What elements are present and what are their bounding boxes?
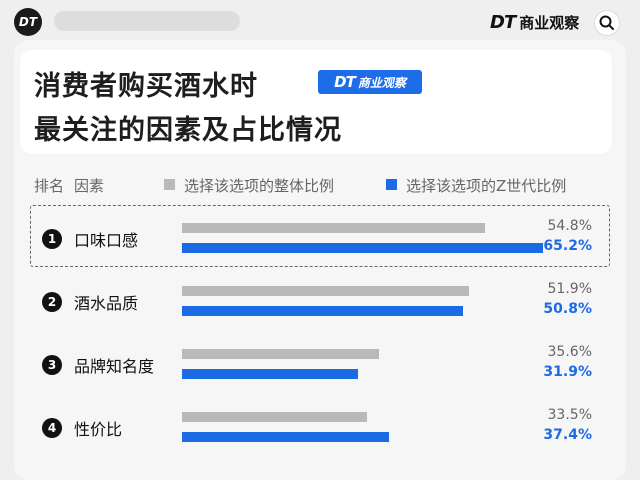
highlight-row-box — [30, 205, 610, 267]
bar-genz — [182, 369, 359, 379]
title-logo-mark: DT — [334, 73, 356, 91]
bar-overall — [182, 223, 486, 233]
rank-badge: 3 — [42, 355, 62, 375]
title-panel — [20, 50, 612, 154]
value-label-genz: 31.9% — [543, 364, 592, 380]
search-icon — [599, 15, 614, 30]
bar-genz — [182, 243, 543, 253]
category-label: 口味口感 — [74, 231, 139, 250]
category-label: 性价比 — [74, 420, 123, 439]
value-label-genz: 65.2% — [543, 238, 592, 254]
category-label: 品牌知名度 — [74, 357, 155, 376]
legend-swatch-overall — [164, 179, 175, 190]
value-label-overall: 35.6% — [547, 344, 592, 360]
bar-overall — [182, 412, 368, 422]
value-label-overall: 33.5% — [547, 407, 592, 423]
rank-badge: 1 — [42, 229, 62, 249]
bar-overall — [182, 349, 379, 359]
brand-logo: DT 商业观察 — [490, 11, 579, 33]
legend-label-genz: 选择该选项的Z世代比例 — [406, 177, 567, 195]
value-label-overall: 54.8% — [547, 218, 592, 234]
title-brand-logo: DT 商业观察 — [318, 70, 422, 94]
bar-genz — [182, 432, 389, 442]
search-button[interactable] — [594, 10, 620, 36]
legend-swatch-genz — [386, 179, 397, 190]
column-header-rank: 排名 — [34, 177, 65, 195]
rank-badge: 4 — [42, 418, 62, 438]
value-label-genz: 50.8% — [543, 301, 592, 317]
brand-logo-mark: DT — [490, 11, 516, 33]
value-label-overall: 51.9% — [547, 281, 592, 297]
category-label: 酒水品质 — [74, 294, 139, 313]
bar-genz — [182, 306, 463, 316]
chart-title-line-2: 最关注的因素及占比情况 — [34, 115, 342, 146]
column-header-factor: 因素 — [74, 177, 105, 195]
title-logo-text: 商业观察 — [357, 75, 406, 90]
brand-logo-text: 商业观察 — [519, 13, 580, 32]
chart-title-line-1: 消费者购买酒水时 — [34, 71, 258, 102]
rank-badge: 2 — [42, 292, 62, 312]
search-placeholder-bar[interactable] — [54, 11, 240, 31]
top-bar: DT DT 商业观察 — [0, 0, 640, 44]
channel-avatar[interactable]: DT — [14, 8, 42, 36]
bar-overall — [182, 286, 469, 296]
legend-label-overall: 选择该选项的整体比例 — [184, 177, 335, 195]
value-label-genz: 37.4% — [543, 427, 592, 443]
